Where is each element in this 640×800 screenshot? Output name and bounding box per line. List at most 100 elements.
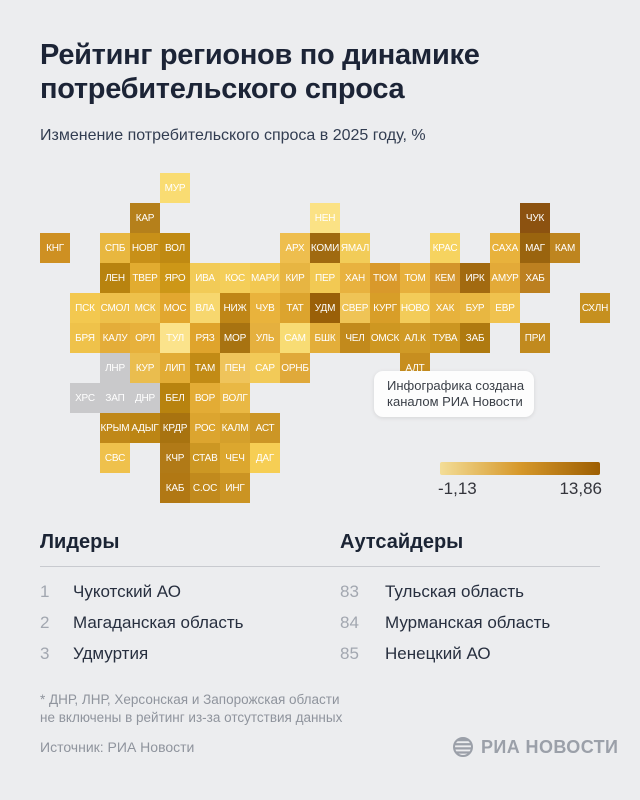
- map-tile: ПРИ: [520, 323, 550, 353]
- map-tile-label: АРХ: [285, 242, 305, 254]
- map-tile-label: ПЕН: [224, 362, 246, 374]
- map-tile-label: ПЕР: [315, 272, 335, 284]
- map-tile: ТАТ: [280, 293, 310, 323]
- map-tile-label: УДМ: [314, 302, 336, 314]
- map-tile: ДАГ: [250, 443, 280, 473]
- map-tile-label: УЛЬ: [255, 332, 275, 344]
- map-tile-label: КАМ: [554, 242, 576, 254]
- map-tile: РОС: [190, 413, 220, 443]
- map-tile-label: ВОЛГ: [222, 392, 248, 404]
- map-tile-label: СТАВ: [192, 452, 218, 464]
- page-title-line1: Рейтинг регионов по динамике: [40, 39, 480, 71]
- map-tile-label: МСК: [134, 302, 156, 314]
- map-tile: КЕМ: [430, 263, 460, 293]
- map-tile: БЕЛ: [160, 383, 190, 413]
- map-tile: ИВА: [190, 263, 220, 293]
- map-tile: ТЮМ: [370, 263, 400, 293]
- map-tile-label: СМОЛ: [100, 302, 130, 314]
- map-tile: УДМ: [310, 293, 340, 323]
- map-tile: КАР: [130, 203, 160, 233]
- map-tile-label: ТУВА: [432, 332, 458, 344]
- map-tile: ЛЕН: [100, 263, 130, 293]
- map-tile: ЕВР: [490, 293, 520, 323]
- map-tile-label: СХЛН: [581, 302, 609, 314]
- region-name: Магаданская область: [73, 613, 244, 632]
- map-tile: МОС: [160, 293, 190, 323]
- map-tile: КИР: [280, 263, 310, 293]
- map-tile-label: ВОР: [194, 392, 216, 404]
- map-tile: СТАВ: [190, 443, 220, 473]
- map-tile-label: ОРНБ: [281, 362, 309, 374]
- map-tile: АМУР: [490, 263, 520, 293]
- map-tile: ОРЛ: [130, 323, 160, 353]
- outsiders-title: Аутсайдеры: [340, 531, 464, 553]
- map-tile-label: ЛЕН: [105, 272, 125, 284]
- map-tile: КУР: [130, 353, 160, 383]
- outsiders-list: 83 Тульская область 84 Мурманская област…: [340, 582, 550, 675]
- map-tile-label: ЗАП: [105, 392, 125, 404]
- map-tile: НОВО: [400, 293, 430, 323]
- map-tile: НОВГ: [130, 233, 160, 263]
- page-title: Рейтинг регионов по динамике потребитель…: [40, 38, 480, 106]
- map-tile: БУР: [460, 293, 490, 323]
- map-tile-label: АДЫГ: [131, 422, 159, 434]
- map-tile-label: МУР: [164, 182, 186, 194]
- map-tile: МОР: [220, 323, 250, 353]
- map-tile-label: ЧУК: [525, 212, 545, 224]
- region-name: Чукотский АО: [73, 582, 181, 601]
- map-tile-label: КУР: [135, 362, 155, 374]
- rank-number: 3: [40, 644, 50, 663]
- map-tile-label: МАРИ: [250, 272, 280, 284]
- list-item: 3 Удмуртия: [40, 644, 244, 675]
- map-tile: САМ: [280, 323, 310, 353]
- map-tile-label: БЕЛ: [165, 392, 185, 404]
- map-tile: МУР: [160, 173, 190, 203]
- map-tile-label: КЕМ: [434, 272, 456, 284]
- map-tile-label: КРДР: [162, 422, 188, 434]
- map-tile: КАБ: [160, 473, 190, 503]
- map-tile-label: ДАГ: [255, 452, 275, 464]
- map-tile-label: КАР: [135, 212, 155, 224]
- map-tile-label: БРЯ: [75, 332, 95, 344]
- logo-text: РИА НОВОСТИ: [481, 736, 619, 757]
- map-tile: ЛИП: [160, 353, 190, 383]
- globe-icon: [452, 736, 474, 758]
- map-tile-label: МОС: [163, 302, 187, 314]
- map-tile: С.ОС: [190, 473, 220, 503]
- map-tile: ИНГ: [220, 473, 250, 503]
- map-tile-label: ОМСК: [370, 332, 400, 344]
- map-tile-label: САМ: [284, 332, 306, 344]
- map-tile: КРДР: [160, 413, 190, 443]
- map-tile: АДЫГ: [130, 413, 160, 443]
- credit-callout: Инфографика создана каналом РИА Новости: [374, 371, 534, 417]
- map-tile-label: КНГ: [46, 242, 64, 254]
- map-tile-label: ТАМ: [194, 362, 216, 374]
- map-tile: ТВЕР: [130, 263, 160, 293]
- rank-number: 85: [340, 644, 359, 663]
- footnote-line1: * ДНР, ЛНР, Херсонская и Запорожская обл…: [40, 692, 340, 707]
- map-tile: ТАМ: [190, 353, 220, 383]
- map-tile-label: АЛ.К: [404, 332, 426, 344]
- map-tile-label: КОМИ: [310, 242, 340, 254]
- map-tile: КОМИ: [310, 233, 340, 263]
- map-tile-label: СВС: [104, 452, 126, 464]
- map-tile: КРАС: [430, 233, 460, 263]
- legend-max-label: 13,86: [559, 479, 602, 498]
- legend-labels: -1,13 13,86: [438, 479, 602, 499]
- map-tile-label: КЧР: [165, 452, 185, 464]
- map-tile: КАЛУ: [100, 323, 130, 353]
- map-tile: МАГ: [520, 233, 550, 263]
- map-tile: ХАК: [430, 293, 460, 323]
- rank-number: 84: [340, 613, 359, 632]
- map-tile: УЛЬ: [250, 323, 280, 353]
- map-tile: КРЫМ: [100, 413, 130, 443]
- map-tile: НЕН: [310, 203, 340, 233]
- map-tile: ТУЛ: [160, 323, 190, 353]
- page-title-line2: потребительского спроса: [40, 73, 405, 105]
- map-tile: ЧЕЧ: [220, 443, 250, 473]
- map-tile-label: ЛНР: [105, 362, 125, 374]
- map-tile: СМОЛ: [100, 293, 130, 323]
- map-tile: СВЕР: [340, 293, 370, 323]
- legend-gradient-bar: [440, 462, 600, 475]
- map-tile-label: ЕВР: [495, 302, 515, 314]
